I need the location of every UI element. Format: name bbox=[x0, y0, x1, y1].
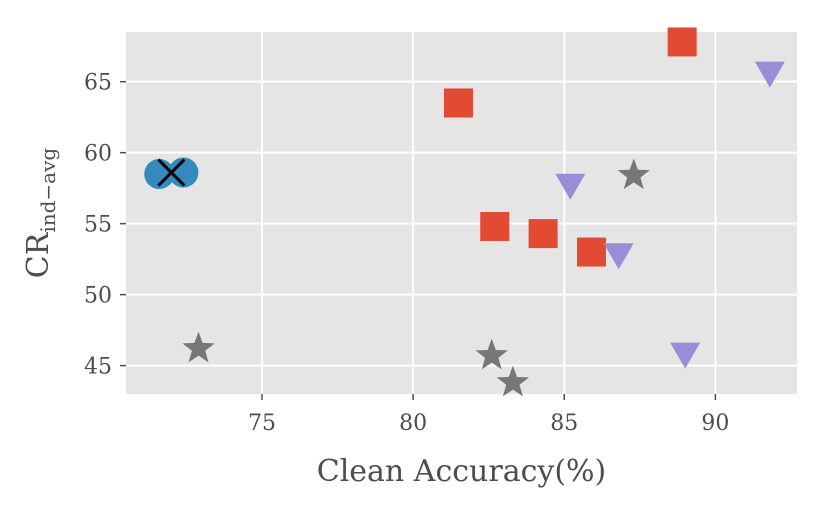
y-tick-label: 60 bbox=[84, 142, 112, 167]
y-tick-label: 65 bbox=[84, 71, 112, 96]
x-tick-label: 80 bbox=[399, 411, 427, 436]
x-tick-label: 75 bbox=[248, 411, 276, 436]
circle-marker bbox=[168, 157, 199, 188]
y-axis-label-main: CR bbox=[21, 231, 56, 278]
x-axis: 75 80 85 90 bbox=[248, 394, 729, 436]
square-marker bbox=[480, 211, 510, 241]
x-tick-label: 85 bbox=[550, 411, 578, 436]
y-tick-label: 50 bbox=[84, 284, 112, 309]
square-marker bbox=[443, 88, 473, 118]
triangle-marker bbox=[555, 173, 586, 200]
plot-area bbox=[126, 32, 797, 394]
triangle-marker bbox=[754, 61, 785, 88]
square-marker bbox=[667, 27, 697, 57]
x-marker bbox=[157, 158, 186, 187]
star-marker bbox=[475, 338, 508, 370]
y-axis: 45 50 55 60 65 bbox=[84, 71, 126, 380]
star-marker bbox=[182, 331, 215, 363]
y-tick-label: 45 bbox=[84, 355, 112, 380]
star-marker bbox=[496, 365, 530, 397]
y-axis-label: CRind−avg bbox=[21, 148, 60, 279]
triangle-marker bbox=[603, 243, 634, 270]
square-marker bbox=[528, 219, 558, 249]
x-tick-label: 90 bbox=[701, 411, 729, 436]
data-points bbox=[144, 27, 785, 397]
grid bbox=[126, 32, 797, 394]
triangle-marker bbox=[670, 342, 701, 369]
y-tick-label: 55 bbox=[84, 213, 112, 238]
y-axis-label-subscript: ind−avg bbox=[36, 148, 60, 233]
star-marker bbox=[617, 158, 650, 190]
square-marker bbox=[576, 237, 606, 267]
x-axis-label: Clean Accuracy(%) bbox=[317, 454, 607, 489]
